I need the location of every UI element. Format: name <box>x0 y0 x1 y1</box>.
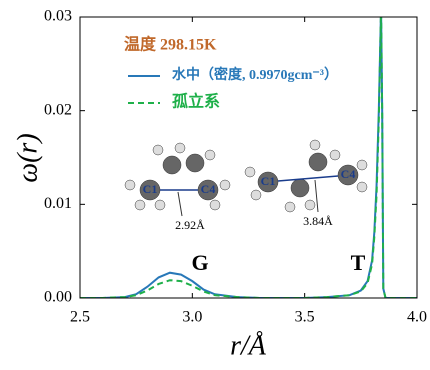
atom-label: C1 <box>261 174 276 188</box>
legend-label: 水中（密度, 0.9970gcm⁻³） <box>172 66 338 83</box>
x-tick-label: 2.5 <box>70 309 90 326</box>
x-tick-label: 3.5 <box>295 309 315 326</box>
peak-label: G <box>191 250 208 275</box>
y-tick-label: 0.02 <box>44 101 72 118</box>
y-axis-label: ω(r) <box>12 133 43 182</box>
molecule-gauche <box>125 143 230 210</box>
legend-label: 孤立系 <box>172 92 220 111</box>
x-tick-label: 3.0 <box>182 309 202 326</box>
y-tick-label: 0.00 <box>44 289 72 306</box>
temperature: 温度 298.15K <box>123 35 217 54</box>
distance-label: 2.92Å <box>175 218 205 232</box>
atom-label: C1 <box>143 182 158 196</box>
atom-label: C4 <box>341 167 356 181</box>
atom-label: C4 <box>201 182 216 196</box>
peak-label: T <box>351 250 366 275</box>
y-tick-label: 0.03 <box>44 8 72 25</box>
pointer-line <box>315 180 318 212</box>
distance-arrow <box>278 176 338 181</box>
chart: ω(r) r/Å 0.00 0.01 0.02 0.03 2.5 3.0 3.5 4.0 水中（… <box>0 0 430 365</box>
distance-label: 3.84Å <box>303 214 333 228</box>
x-tick-label: 4.0 <box>407 309 427 326</box>
y-tick-label: 0.01 <box>44 195 72 212</box>
x-axis-label: r/Å <box>230 330 267 361</box>
pointer-line <box>178 192 182 216</box>
plot-frame <box>80 17 417 298</box>
